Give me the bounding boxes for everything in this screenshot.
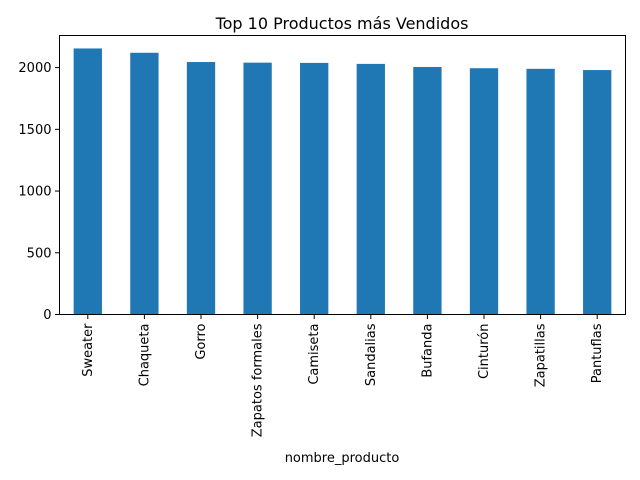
bar — [243, 62, 272, 315]
bar — [130, 52, 159, 315]
plot-frame — [59, 35, 626, 315]
bar — [73, 48, 102, 315]
y-tick-label: 1500 — [18, 123, 51, 138]
x-axis: Sweater Chaqueta Gorro Zapatos formales Cami… — [81, 314, 605, 437]
x-tick-label: Chaqueta — [137, 324, 152, 387]
x-tick-label: Zapatillas — [534, 323, 549, 387]
bar — [300, 62, 329, 315]
bar — [413, 66, 442, 315]
bar — [469, 68, 499, 315]
bar — [186, 62, 216, 315]
y-tick-label: 2000 — [18, 61, 51, 76]
y-tick-label: 500 — [27, 246, 52, 261]
x-tick-label: Camiseta — [307, 324, 322, 385]
bar — [356, 63, 385, 315]
bar — [526, 68, 555, 315]
x-tick-label: Zapatos formales — [251, 323, 266, 437]
x-tick-label: Sweater — [81, 323, 96, 377]
x-tick-label: Sandalias — [364, 323, 379, 386]
x-tick-label: Gorro — [194, 323, 209, 359]
x-axis-label: nombre_producto — [285, 451, 400, 466]
y-tick-label: 1000 — [18, 185, 51, 200]
y-axis: 0 500 1000 1500 2000 — [18, 61, 60, 323]
bars-layer — [73, 48, 612, 315]
y-tick-label: 0 — [43, 308, 51, 323]
x-tick-label: Cinturón — [477, 324, 492, 380]
chart-title: Top 10 Productos más Vendidos — [215, 14, 469, 33]
x-tick-label: Pantuflas — [590, 323, 605, 383]
bar — [583, 70, 612, 315]
x-tick-label: Bufanda — [420, 324, 435, 378]
